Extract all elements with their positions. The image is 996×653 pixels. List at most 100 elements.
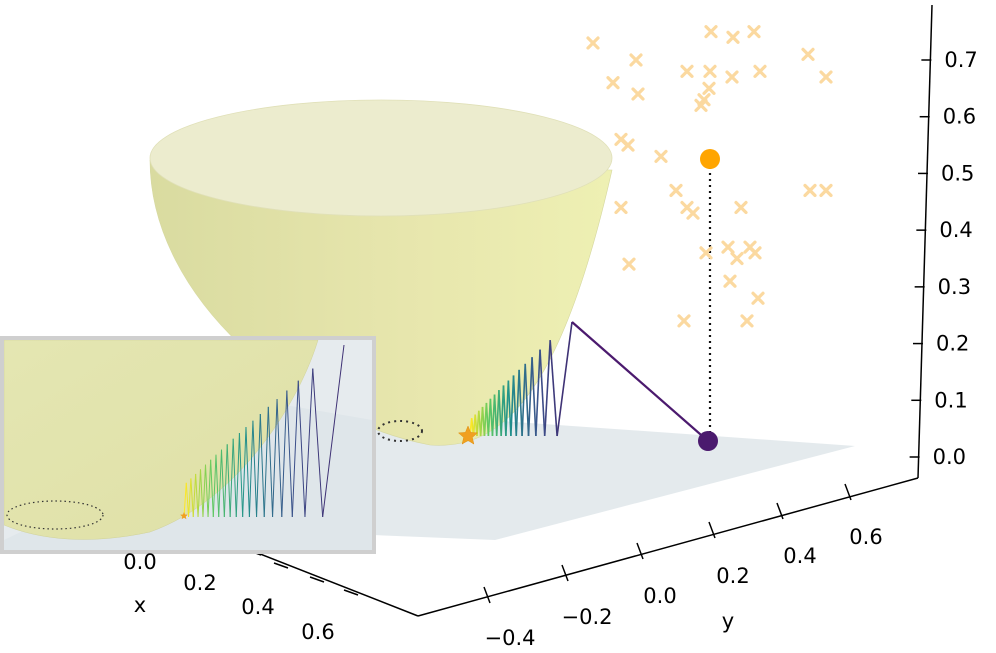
path-segment [556,321,573,437]
z-tick-label: 0.5 [941,161,974,185]
x-tick-label: 0.4 [241,595,274,619]
sample-marker [654,149,668,164]
z-tick-label: 0.4 [939,218,972,242]
minimum-contour [377,420,423,442]
y-tick-label: 0.4 [783,544,816,568]
y-tick-label: 0.6 [849,525,882,549]
sample-marker [801,47,815,61]
sample-marker [734,200,748,215]
path-segment [312,368,324,518]
path-segment [218,449,222,518]
path-segment [549,340,558,437]
y-tick [776,502,784,520]
path-segment [183,482,187,518]
y-tick-label: −0.2 [562,605,613,629]
y-tick-label: 0.0 [643,584,676,608]
x-axis: x [134,549,419,617]
sample-marker [819,70,833,84]
path-segment [226,444,231,518]
path-segment [195,473,199,518]
sample-marker [621,138,635,152]
sample-marker [629,53,643,67]
path-segment [500,385,505,437]
zigzag-path [469,321,573,437]
x-tick [309,576,325,583]
sample-marker [704,25,718,39]
zoom-inset [0,336,376,554]
path-segment [202,464,206,518]
path-segment [505,380,510,437]
z-tick-label: 0.2 [936,332,969,356]
sample-marker [614,200,628,215]
path-segment [252,420,258,518]
sample-marker [721,240,735,254]
path-segment [210,459,214,518]
z-tick-label: 0.6 [943,105,976,129]
x-tick-label: 0.0 [123,550,156,574]
sample-marker [747,25,761,39]
path-segment [263,406,269,518]
sample-marker [703,64,717,78]
sample-marker [730,251,744,266]
sample-marker [669,183,683,198]
path-segment [535,349,541,437]
z-tick-label: 0.0 [933,445,966,469]
path-segment [267,406,274,518]
path-segment [286,390,293,518]
z-axis: 0.0 0.1 0.2 0.3 0.4 0.5 0.6 0.7 [909,4,978,479]
sample-marker [723,274,737,288]
path-segment [512,375,518,437]
inset-minimum-star [180,512,188,520]
inset-zigzag-path [183,344,345,518]
path-segment [197,469,201,518]
sample-marker [740,314,754,328]
paraboloid-surface [149,159,613,446]
path-segment [527,357,533,437]
sample-marker [680,64,694,78]
sample-marker [694,98,708,112]
path-segment [272,399,278,518]
path-segment [248,420,254,518]
path-segment [256,414,261,518]
minimum-star [457,425,479,445]
path-segment [276,399,283,518]
path-segment [524,363,530,437]
path-segment [507,380,512,437]
sample-marker [686,206,700,220]
path-segment [245,427,250,518]
y-tick [708,521,716,539]
x-axis-label: x [134,593,146,617]
x-tick-label: 0.2 [183,571,216,595]
path-segment [281,390,288,518]
path-segment [322,344,345,518]
path-segment [199,469,204,518]
x-tick-label: 0.6 [301,620,334,644]
path-segment [220,449,225,518]
path-segment [212,454,217,518]
y-tick [636,542,644,560]
path-segment [229,438,234,518]
inset-minimum-contour [6,500,104,530]
path-segment [259,414,265,518]
sample-marker [606,76,620,90]
path-segment [223,444,228,518]
y-axis-label: y [722,609,734,633]
sample-marker [702,81,716,95]
path-segment [235,433,240,518]
y-tick [844,483,852,501]
sample-marker [751,291,765,305]
path-segment [215,454,220,518]
path-segment [190,478,194,518]
path-segment [297,380,306,518]
paraboloid-rim [149,99,613,217]
path-segment [192,473,197,518]
path-segment [515,369,520,437]
y-tick [561,564,569,582]
path-segment [242,427,247,518]
path-segment [291,380,299,518]
z-tick-label: 0.3 [938,275,971,299]
y-axis: −0.4 −0.2 0.0 0.2 0.4 0.6 y [417,477,919,650]
sample-marker [677,314,691,328]
sample-marker [725,70,739,84]
